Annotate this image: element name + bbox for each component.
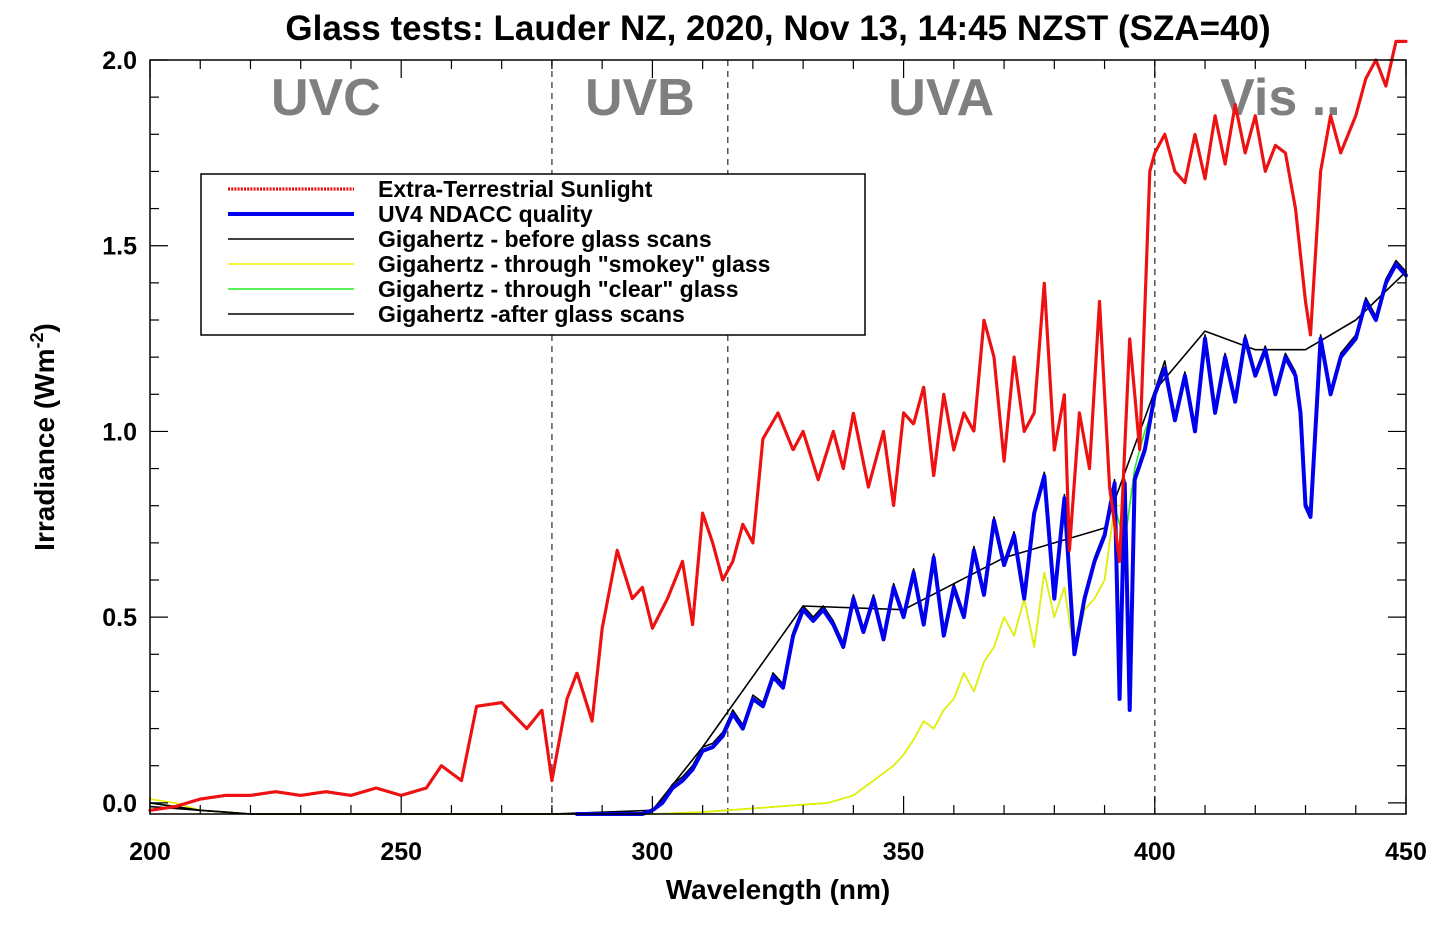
x-tick-label: 250 <box>380 838 422 866</box>
plot-frame <box>149 59 1407 815</box>
y-tick-label: 0.5 <box>102 604 137 632</box>
legend-label-3: Gigahertz - through "smokey" glass <box>378 251 770 277</box>
series-line-0 <box>148 39 1408 812</box>
y-tick-label: 2.0 <box>102 47 137 75</box>
y-axis-title: Irradiance (Wm-2) <box>27 323 60 551</box>
chart-title: Glass tests: Lauder NZ, 2020, Nov 13, 14… <box>285 9 1270 48</box>
x-tick-label: 450 <box>1385 838 1427 866</box>
x-tick-label: 300 <box>632 838 674 866</box>
legend-box <box>200 173 866 336</box>
band-label-1: UVB <box>585 69 695 127</box>
y-axis-title-main: Irradiance (Wm <box>29 349 60 551</box>
band-labels: UVC UVB UVA Vis .. <box>271 69 1341 127</box>
x-tick-label: 350 <box>883 838 925 866</box>
y-tick-label: 1.5 <box>102 233 137 261</box>
x-axis-ticks: 200 250 300 350 400 450 <box>129 60 1427 866</box>
legend-label-2: Gigahertz - before glass scans <box>378 226 712 252</box>
legend-label-5: Gigahertz -after glass scans <box>378 301 685 327</box>
x-tick-label: 200 <box>129 838 171 866</box>
y-axis-title-sup: -2 <box>27 333 47 349</box>
y-tick-label: 0.0 <box>102 790 137 818</box>
legend-label-4: Gigahertz - through "clear" glass <box>378 276 739 302</box>
band-label-3: Vis .. <box>1220 69 1340 127</box>
band-label-0: UVC <box>271 69 381 127</box>
y-axis-ticks: 0.0 0.5 1.0 1.5 2.0 <box>102 47 1406 818</box>
legend-label-0: Extra-Terrestrial Sunlight <box>378 176 653 202</box>
x-tick-label: 400 <box>1134 838 1176 866</box>
series-line-1 <box>575 262 1408 816</box>
legend-label-1: UV4 NDACC quality <box>378 201 593 227</box>
band-label-2: UVA <box>888 69 994 127</box>
y-axis-title-close: ) <box>29 323 60 332</box>
y-tick-label: 1.0 <box>102 418 137 446</box>
x-axis-title: Wavelength (nm) <box>666 874 891 905</box>
